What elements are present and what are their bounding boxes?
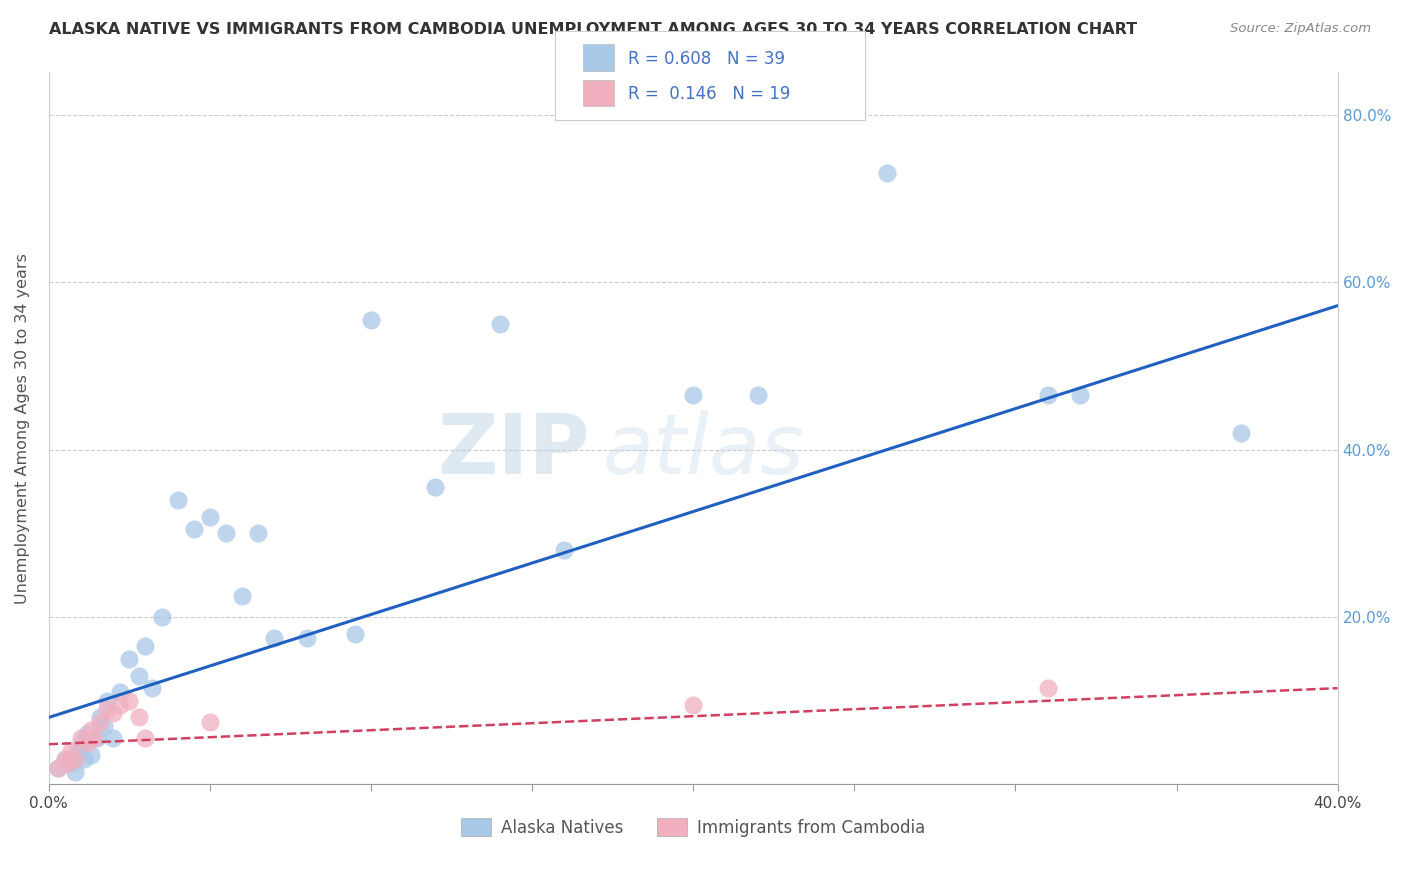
Point bbox=[79, 748, 101, 763]
Point bbox=[166, 492, 188, 507]
Point bbox=[1036, 388, 1059, 402]
Point bbox=[118, 652, 141, 666]
Point bbox=[134, 731, 156, 746]
Point bbox=[128, 668, 150, 682]
Point bbox=[60, 756, 83, 771]
Point bbox=[79, 723, 101, 737]
Point bbox=[1230, 425, 1253, 440]
Point bbox=[70, 731, 93, 746]
Point bbox=[89, 710, 111, 724]
Text: Source: ZipAtlas.com: Source: ZipAtlas.com bbox=[1230, 22, 1371, 36]
Point bbox=[198, 714, 221, 729]
Point bbox=[76, 727, 98, 741]
Point bbox=[48, 761, 70, 775]
Point bbox=[150, 610, 173, 624]
Point bbox=[108, 685, 131, 699]
Point bbox=[128, 710, 150, 724]
Text: atlas: atlas bbox=[603, 409, 804, 491]
Point bbox=[83, 731, 105, 746]
Y-axis label: Unemployment Among Ages 30 to 34 years: Unemployment Among Ages 30 to 34 years bbox=[15, 253, 30, 604]
Point bbox=[89, 714, 111, 729]
Text: R = 0.608   N = 39: R = 0.608 N = 39 bbox=[628, 50, 786, 68]
Point bbox=[183, 522, 205, 536]
Point bbox=[96, 702, 118, 716]
Point bbox=[682, 698, 704, 712]
Point bbox=[96, 694, 118, 708]
Point bbox=[425, 480, 447, 494]
Point bbox=[63, 752, 86, 766]
Point bbox=[70, 735, 93, 749]
Point bbox=[118, 694, 141, 708]
Point bbox=[60, 744, 83, 758]
Point bbox=[231, 589, 253, 603]
Point bbox=[682, 388, 704, 402]
Point bbox=[489, 317, 512, 331]
Point bbox=[103, 731, 125, 746]
Point bbox=[66, 744, 89, 758]
Text: ALASKA NATIVE VS IMMIGRANTS FROM CAMBODIA UNEMPLOYMENT AMONG AGES 30 TO 34 YEARS: ALASKA NATIVE VS IMMIGRANTS FROM CAMBODI… bbox=[49, 22, 1137, 37]
Point bbox=[108, 698, 131, 712]
Point bbox=[247, 526, 270, 541]
Point bbox=[876, 166, 898, 180]
Point bbox=[215, 526, 238, 541]
Point bbox=[198, 509, 221, 524]
Point bbox=[141, 681, 163, 695]
Point bbox=[103, 706, 125, 721]
Point bbox=[360, 313, 382, 327]
Point bbox=[73, 752, 96, 766]
Text: R =  0.146   N = 19: R = 0.146 N = 19 bbox=[628, 86, 790, 103]
Point bbox=[295, 631, 318, 645]
Text: ZIP: ZIP bbox=[437, 409, 591, 491]
Point bbox=[63, 764, 86, 779]
Point bbox=[747, 388, 769, 402]
Point bbox=[1036, 681, 1059, 695]
Legend: Alaska Natives, Immigrants from Cambodia: Alaska Natives, Immigrants from Cambodia bbox=[454, 812, 932, 844]
Point bbox=[56, 756, 79, 771]
Point bbox=[53, 752, 76, 766]
Point bbox=[343, 626, 366, 640]
Point bbox=[48, 761, 70, 775]
Point bbox=[53, 752, 76, 766]
Point bbox=[76, 735, 98, 749]
Point bbox=[93, 719, 115, 733]
Point bbox=[134, 640, 156, 654]
Point bbox=[553, 543, 575, 558]
Point bbox=[86, 731, 108, 746]
Point bbox=[263, 631, 285, 645]
Point bbox=[1069, 388, 1091, 402]
